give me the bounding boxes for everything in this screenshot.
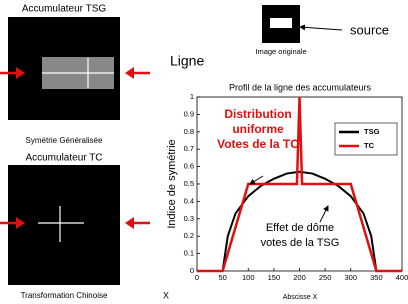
tc-image [8, 165, 120, 285]
x-tick-label: 250 [319, 273, 332, 282]
original-shape [270, 18, 292, 28]
figure: Accumulateur TSG Symétrie Généralisée Li… [0, 0, 408, 304]
y-tick-label: 0.1 [184, 249, 194, 258]
y-tick-label: 0 [190, 266, 194, 275]
legend-label: TC [364, 141, 375, 150]
arrow-head [125, 217, 134, 229]
original-caption: Image originale [255, 47, 306, 56]
y-tick-label: 0.9 [184, 109, 194, 118]
tsg-caption: Symétrie Généralisée [26, 136, 103, 145]
annotation: Effet de dôme [266, 222, 334, 234]
y-tick-label: 0.2 [184, 231, 194, 240]
tsg-title: Accumulateur TSG [22, 4, 107, 15]
annotation: votes de la TSG [261, 237, 340, 249]
line-label: Ligne [170, 53, 204, 69]
pointer [300, 27, 342, 30]
pointer [320, 206, 328, 222]
annotation: Distribution [224, 107, 291, 121]
y-tick-label: 0.7 [184, 144, 194, 153]
x-marker: X [163, 290, 169, 300]
x-tick-label: 300 [344, 273, 357, 282]
y-axis-label: Indice de symétrie [166, 139, 178, 228]
arrow-head [125, 67, 134, 79]
annotation: uniforme [232, 122, 284, 136]
tc-title: Accumulateur TC [25, 153, 102, 164]
x-tick-label: 0 [195, 273, 199, 282]
x-tick-label: 350 [370, 273, 383, 282]
y-tick-label: 0.8 [184, 127, 194, 136]
y-tick-label: 0.3 [184, 214, 194, 223]
y-tick-label: 0.5 [184, 179, 194, 188]
y-tick-label: 0.4 [184, 196, 194, 205]
x-tick-label: 200 [293, 273, 306, 282]
annotation: Votes de la TC [217, 137, 299, 151]
x-tick-label: 50 [218, 273, 226, 282]
x-tick-label: 400 [396, 273, 408, 282]
source-label: source [350, 22, 389, 37]
chart-title: Profil de la ligne des accumulateurs [229, 82, 372, 92]
x-tick-label: 150 [268, 273, 281, 282]
x-tick-label: 100 [242, 273, 255, 282]
y-tick-label: 0.6 [184, 162, 194, 171]
x-axis-label: Abscisse X [283, 294, 318, 301]
legend-label: TSG [364, 127, 380, 136]
tc-caption: Transformation Chinoise [21, 291, 108, 300]
y-tick-label: 1 [190, 92, 194, 101]
